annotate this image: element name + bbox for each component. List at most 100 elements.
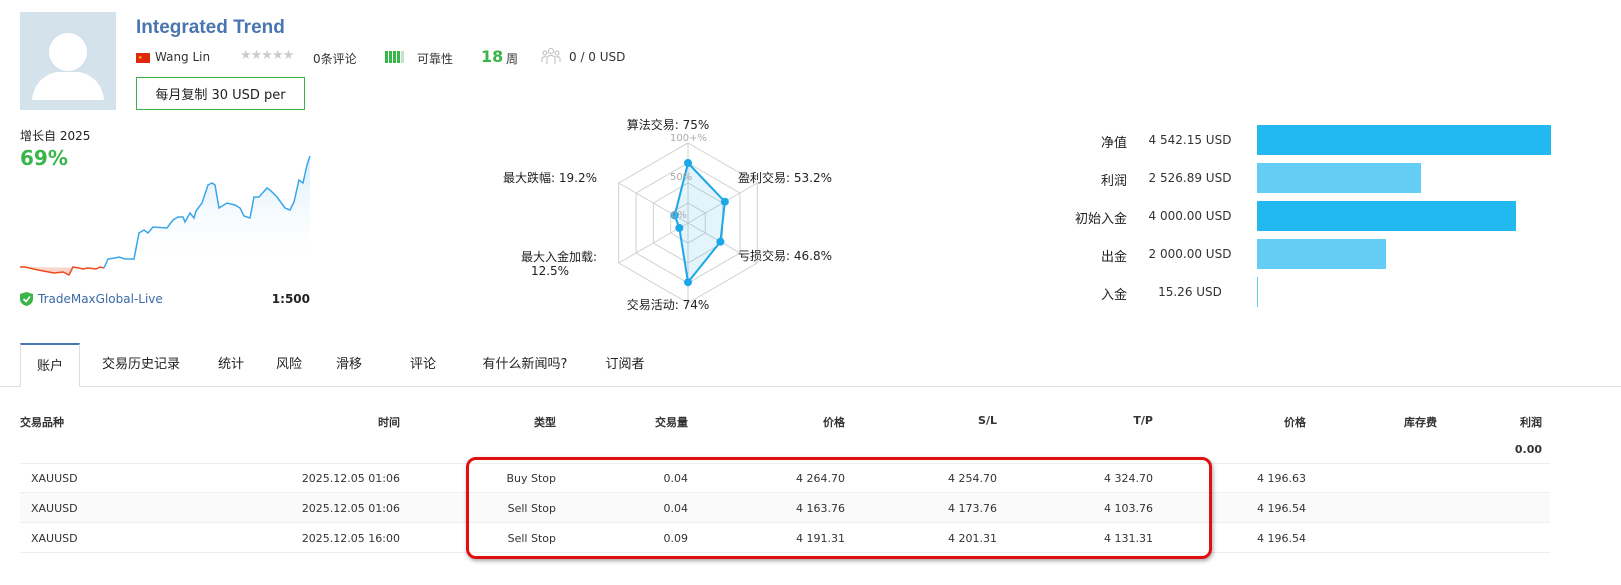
reliability-bars xyxy=(385,49,405,63)
radar-label-activity: 交易活动: 74% xyxy=(626,298,710,312)
table-cell: 0.04 xyxy=(663,472,689,485)
subscribers-value: 0 / 0 USD xyxy=(569,50,626,64)
tab-7[interactable]: 订阅者 xyxy=(605,357,645,372)
table-row[interactable] xyxy=(20,523,1550,553)
page-title[interactable]: Integrated Trend xyxy=(136,17,285,38)
tab-bar: 账户 交易历史记录 统计 风险 滑移 评论 有什么新闻吗? 订阅者 xyxy=(0,343,1621,387)
balance-label: 初始入金 xyxy=(1074,212,1127,227)
radar-label-algo: 算法交易: 75% xyxy=(626,118,710,132)
balance-bar xyxy=(1257,239,1387,269)
reviews-link[interactable]: 0条评论 xyxy=(313,52,357,66)
user-silhouette-icon xyxy=(32,33,104,100)
svg-text:★: ★ xyxy=(138,55,143,61)
column-header[interactable]: T/P xyxy=(1133,414,1153,427)
table-cell: 2025.12.05 01:06 xyxy=(301,472,400,485)
table-cell: XAUUSD xyxy=(31,532,78,545)
radar-data-point xyxy=(684,159,692,167)
table-cell: 2025.12.05 01:06 xyxy=(301,502,400,515)
table-cell: 4 201.31 xyxy=(948,532,997,545)
avatar xyxy=(20,12,116,110)
growth-line xyxy=(103,155,311,269)
radar-data-point xyxy=(675,224,684,232)
balance-label: 净值 xyxy=(1100,136,1127,151)
table-cell: 0.04 xyxy=(663,502,689,515)
server-link[interactable]: TradeMaxGlobal-Live xyxy=(38,292,163,306)
copy-subscribe-button[interactable]: 每月复制 30 USD per xyxy=(136,77,305,110)
growth-sparkline xyxy=(20,155,311,277)
table-cell: 4 254.70 xyxy=(948,472,997,485)
balance-bar xyxy=(1257,201,1516,231)
balance-value: 15.26 USD xyxy=(1158,285,1222,299)
radar-data-point xyxy=(716,237,725,246)
table-cell: XAUUSD xyxy=(31,472,78,485)
tab-2[interactable]: 统计 xyxy=(217,357,244,372)
table-row[interactable] xyxy=(20,493,1550,523)
radar-label-loss-trades: 亏损交易: 46.8% xyxy=(738,249,832,263)
column-header[interactable]: 交易品种 xyxy=(20,416,64,429)
table-cell: 4 196.54 xyxy=(1257,532,1306,545)
balance-label: 入金 xyxy=(1100,288,1127,303)
table-row[interactable] xyxy=(20,463,1550,493)
tab-0[interactable]: 账户 xyxy=(20,343,80,387)
table-cell: 4 324.70 xyxy=(1104,472,1153,485)
radar-scale-100: 100+% xyxy=(670,133,707,144)
column-header[interactable]: 价格 xyxy=(823,416,845,429)
table-cell: 4 163.76 xyxy=(796,502,845,515)
balance-value: 2 526.89 USD xyxy=(1148,171,1232,185)
table-cell: 4 196.63 xyxy=(1257,472,1306,485)
table-cell: 4 191.31 xyxy=(796,532,845,545)
balance-bar xyxy=(1257,277,1258,307)
table-cell: 4 131.31 xyxy=(1104,532,1153,545)
subscribers-icon xyxy=(541,47,561,68)
balance-value: 4 542.15 USD xyxy=(1148,133,1232,147)
table-cell: Sell Stop xyxy=(507,532,556,545)
leverage-value: 1:500 xyxy=(271,292,310,306)
tab-5[interactable]: 评论 xyxy=(409,357,436,372)
balance-bar xyxy=(1257,163,1421,193)
table-cell: XAUUSD xyxy=(31,502,78,515)
table-cell: 4 103.76 xyxy=(1104,502,1153,515)
radar-data-point xyxy=(684,278,692,287)
weeks-value: 18 xyxy=(481,47,504,66)
loss-line xyxy=(20,266,105,277)
table-cell: 4 264.70 xyxy=(796,472,845,485)
author-link[interactable]: Wang Lin xyxy=(155,50,211,64)
radar-label-deposit-load-value: 12.5% xyxy=(530,264,570,278)
radar-data-point xyxy=(670,211,679,220)
column-header[interactable]: 价格 xyxy=(1284,416,1306,429)
column-header[interactable]: 时间 xyxy=(378,416,400,429)
table-cell: 2025.12.05 16:00 xyxy=(301,532,400,545)
weeks-unit: 周 xyxy=(506,52,519,66)
balance-value: 2 000.00 USD xyxy=(1148,247,1232,261)
tab-6[interactable]: 有什么新闻吗? xyxy=(482,357,568,372)
table-cell: Buy Stop xyxy=(506,472,556,485)
column-header[interactable]: 利润 xyxy=(1520,416,1542,429)
growth-area xyxy=(104,156,310,268)
table-cell: 4 173.76 xyxy=(948,502,997,515)
table-cell: Sell Stop xyxy=(507,502,556,515)
column-header[interactable]: 交易量 xyxy=(655,416,688,429)
radar-label-drawdown: 最大跌幅: 19.2% xyxy=(503,171,597,185)
column-header[interactable]: 库存费 xyxy=(1404,416,1437,429)
tab-4[interactable]: 滑移 xyxy=(335,357,362,372)
tab-3[interactable]: 风险 xyxy=(275,357,302,372)
verified-shield-icon xyxy=(20,292,33,309)
radar-label-profit-trades: 盈利交易: 53.2% xyxy=(738,171,832,185)
column-header[interactable]: 类型 xyxy=(534,416,556,429)
growth-label: 增长自 2025 xyxy=(20,129,91,143)
radar-data-point xyxy=(720,197,729,206)
radar-scale-0: 0% xyxy=(671,210,687,221)
table-cell: 4 196.54 xyxy=(1257,502,1306,515)
growth-value: 69% xyxy=(20,146,68,170)
radar-scale-50: 50% xyxy=(670,172,693,183)
balance-value: 4 000.00 USD xyxy=(1148,209,1232,223)
column-header[interactable]: S/L xyxy=(978,414,997,427)
reliability-label: 可靠性 xyxy=(417,52,454,66)
rating-stars: ★★★★★ xyxy=(240,48,294,63)
china-flag-icon: ★ xyxy=(136,52,150,66)
table-cell: 0.09 xyxy=(663,532,689,545)
radar-label-deposit-load: 最大入金加载: xyxy=(520,250,597,264)
radar-chart xyxy=(618,142,758,304)
balance-label: 出金 xyxy=(1100,250,1127,265)
tab-1[interactable]: 交易历史记录 xyxy=(101,357,180,372)
